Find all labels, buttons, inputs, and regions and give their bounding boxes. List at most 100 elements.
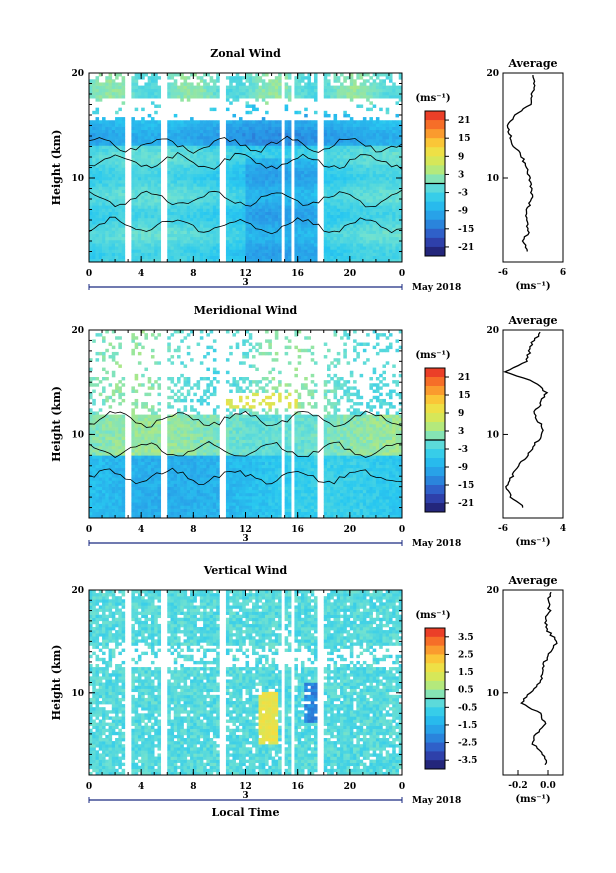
heatmap-cell (197, 243, 201, 246)
heatmap-cell (340, 149, 344, 152)
heatmap-cell (92, 418, 96, 421)
heatmap-cell (131, 218, 135, 221)
heatmap-cell (200, 152, 204, 155)
heatmap-cell (350, 133, 354, 136)
heatmap-cell (92, 246, 96, 249)
heatmap-cell (115, 95, 119, 98)
heatmap-cell (216, 237, 220, 240)
heatmap-cell (131, 139, 135, 142)
heatmap-cell (180, 208, 184, 211)
heatmap-cell (262, 86, 266, 89)
heatmap-cell (356, 171, 360, 174)
heatmap-cell (187, 218, 191, 221)
heatmap-cell (187, 190, 191, 193)
heatmap-cell (252, 79, 256, 82)
heatmap-cell (382, 123, 386, 126)
heatmap-cell (154, 202, 158, 205)
heatmap-cell (386, 190, 390, 193)
heatmap-cell (89, 152, 93, 155)
heatmap-cell (180, 98, 184, 101)
heatmap-cell (109, 123, 113, 126)
heatmap-cell (89, 455, 93, 458)
heatmap-cell (304, 246, 308, 249)
heatmap-cell (249, 89, 253, 92)
heatmap-cell (174, 246, 178, 249)
heatmap-cell (246, 249, 250, 252)
heatmap-cell (96, 123, 100, 126)
heatmap-cell (268, 249, 272, 252)
heatmap-cell (353, 208, 357, 211)
heatmap-cell (115, 127, 119, 130)
heatmap-cell (340, 177, 344, 180)
heatmap-cell (366, 86, 370, 89)
heatmap-cell (356, 256, 360, 259)
heatmap-cell (109, 502, 113, 505)
heatmap-cell (151, 202, 155, 205)
heatmap-cell (272, 246, 276, 249)
heatmap-cell (89, 221, 93, 224)
colorbar-segment (425, 111, 445, 121)
heatmap-cell (138, 183, 142, 186)
heatmap-cell (102, 202, 106, 205)
heatmap-cell (265, 174, 269, 177)
heatmap-cell (395, 86, 399, 89)
heatmap-cell (229, 218, 233, 221)
heatmap-cell (330, 243, 334, 246)
heatmap-cell (369, 101, 373, 104)
heatmap-cell (210, 183, 214, 186)
heatmap-cell (324, 123, 328, 126)
heatmap-cell (360, 89, 364, 92)
heatmap-cell (197, 130, 201, 133)
heatmap-cell (210, 92, 214, 95)
heatmap-cell (226, 155, 230, 158)
heatmap-cell (386, 205, 390, 208)
heatmap-cell (122, 171, 126, 174)
heatmap-cell (386, 224, 390, 227)
heatmap-cell (392, 183, 396, 186)
heatmap-cell (324, 240, 328, 243)
heatmap-cell (122, 174, 126, 177)
heatmap-cell (363, 208, 367, 211)
heatmap-cell (102, 231, 106, 234)
heatmap-cell (334, 171, 338, 174)
xtick-label: 4 (138, 269, 144, 279)
heatmap-cell (262, 161, 266, 164)
heatmap-cell (154, 120, 158, 123)
heatmap-cell (197, 168, 201, 171)
heatmap-cell (301, 240, 305, 243)
heatmap-cell (265, 221, 269, 224)
heatmap-cell (314, 89, 318, 92)
heatmap-cell (246, 256, 250, 259)
heatmap-cell (112, 224, 116, 227)
heatmap-cell (190, 177, 194, 180)
heatmap-cell (151, 196, 155, 199)
heatmap-cell (102, 471, 106, 474)
heatmap-cell (334, 221, 338, 224)
heatmap-cell (210, 123, 214, 126)
colorbar-segment (425, 156, 445, 166)
heatmap-cell (148, 171, 152, 174)
heatmap-cell (99, 393, 103, 396)
heatmap-cell (144, 253, 148, 256)
heatmap-cell (96, 180, 100, 183)
heatmap-cell (96, 427, 100, 430)
heatmap-cell (190, 164, 194, 167)
heatmap-cell (92, 149, 96, 152)
heatmap-cell (259, 130, 263, 133)
heatmap-cell (268, 183, 272, 186)
heatmap-cell (138, 149, 142, 152)
heatmap-cell (340, 212, 344, 215)
heatmap-cell (272, 199, 276, 202)
heatmap-cell (184, 142, 188, 145)
heatmap-cell (206, 161, 210, 164)
heatmap-cell (102, 130, 106, 133)
heatmap-cell (252, 136, 256, 139)
heatmap-cell (171, 92, 175, 95)
heatmap-cell (187, 205, 191, 208)
heatmap-cells (89, 73, 402, 262)
heatmap-cell (239, 196, 243, 199)
heatmap-cell (203, 177, 207, 180)
heatmap-cell (180, 234, 184, 237)
heatmap-cell (144, 92, 148, 95)
heatmap-cell (265, 240, 269, 243)
